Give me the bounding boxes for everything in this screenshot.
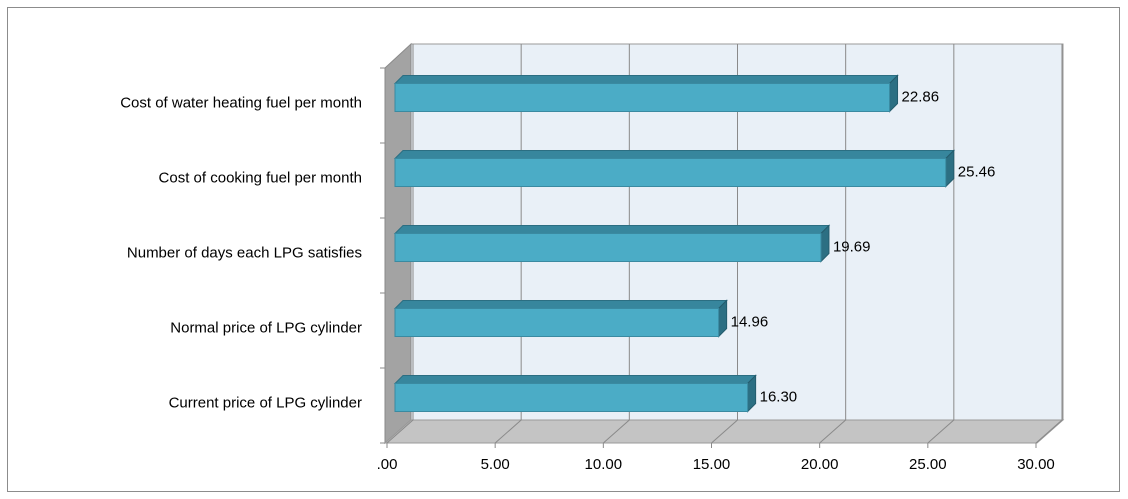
bar-top: [393, 375, 757, 384]
x-tick-label: 30.00: [1017, 456, 1055, 473]
bar: [394, 308, 720, 337]
bar: [394, 383, 749, 412]
value-label: 22.86: [902, 88, 940, 105]
y-tick-label: Cost of cooking fuel per month: [159, 169, 362, 186]
bar-top: [393, 300, 728, 309]
x-tick-label: 10.00: [585, 456, 623, 473]
bar: [394, 83, 891, 112]
bar: [394, 233, 822, 262]
value-label: 14.96: [731, 313, 769, 330]
x-tick-label: 20.00: [801, 456, 839, 473]
bar-top: [393, 75, 899, 84]
bar-top: [393, 150, 955, 159]
bar-top: [393, 225, 831, 234]
x-tick-label: 5.00: [481, 456, 510, 473]
value-label: 25.46: [958, 163, 996, 180]
grid-line: [1035, 44, 1063, 444]
value-label: 16.30: [760, 388, 798, 405]
bar: [394, 158, 947, 187]
y-tick-label: Cost of water heating fuel per month: [120, 94, 362, 111]
x-tick-label: 25.00: [909, 456, 947, 473]
value-label: 19.69: [833, 238, 871, 255]
y-tick-label: Number of days each LPG satisfies: [127, 244, 362, 261]
x-tick-label: .00: [377, 456, 398, 473]
y-tick-label: Current price of LPG cylinder: [169, 394, 362, 411]
x-tick-label: 15.00: [693, 456, 731, 473]
y-tick-label: Normal price of LPG cylinder: [170, 319, 362, 336]
